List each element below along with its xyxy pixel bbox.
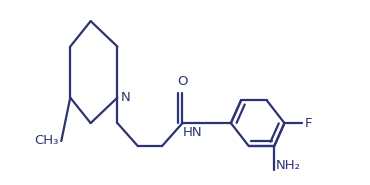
Text: CH₃: CH₃ (34, 134, 59, 147)
Text: F: F (305, 117, 312, 130)
Text: HN: HN (183, 126, 203, 139)
Text: N: N (121, 91, 130, 104)
Text: O: O (177, 75, 188, 88)
Text: NH₂: NH₂ (276, 159, 300, 171)
